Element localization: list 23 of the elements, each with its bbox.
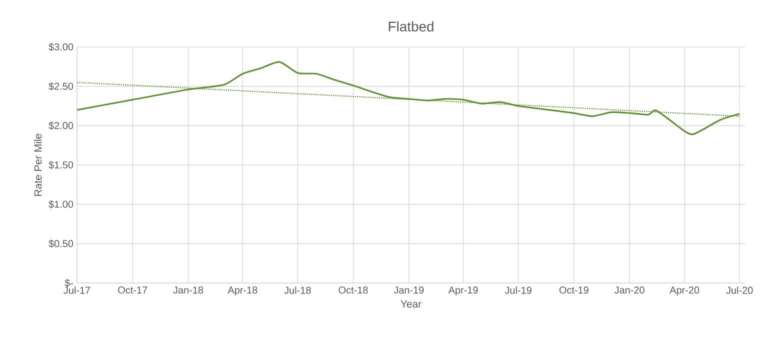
x-tick-label: Apr-20 [670,286,700,296]
x-tick-label: Jan-19 [394,286,424,294]
x-tick-label: Jul-18 [284,286,311,294]
x-axis-title: Year [400,300,422,308]
x-tick-label: Oct-19 [559,286,588,294]
x-tick-label: Apr-19 [448,286,478,296]
chart-title: Flatbed [388,21,434,32]
x-tick-label: Apr-18 [228,286,258,296]
y-axis-title: Rate Per Mile [34,134,42,196]
y-tick-label: $0.50 [48,240,74,248]
y-tick-label: $1.50 [48,160,74,170]
x-tick-label: Oct-17 [118,286,148,294]
y-tick-label: $3.00 [48,42,74,52]
x-tick-label: Oct-18 [338,286,368,294]
x-tick-label: Jul-17 [64,286,90,294]
y-tick-label: $2.00 [48,122,74,130]
x-tick-label: Jan-18 [173,286,204,294]
x-tick-label: Jul-20 [726,286,753,294]
x-tick-label: Jan-20 [614,286,644,294]
y-tick-label: $- [64,278,74,288]
y-tick-label: $1.00 [48,200,74,208]
y-tick-label: $2.50 [48,82,74,90]
x-tick-label: Jul-19 [504,286,532,294]
